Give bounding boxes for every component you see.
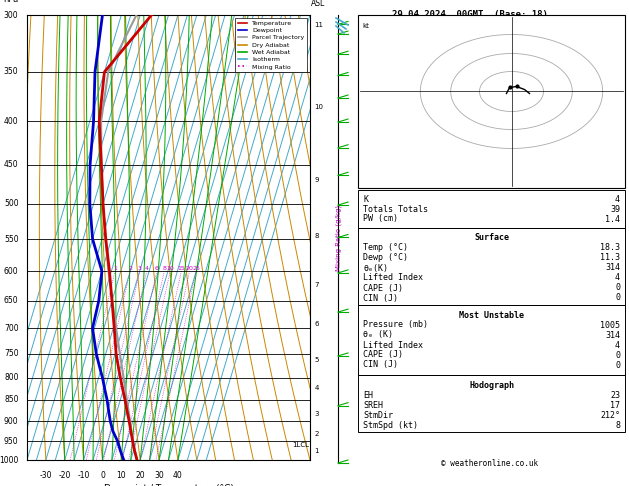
Text: Totals Totals: Totals Totals (363, 205, 428, 213)
Text: -20: -20 (58, 471, 71, 480)
Text: 1LCL: 1LCL (292, 442, 309, 448)
Text: 10: 10 (314, 104, 323, 110)
Text: 8: 8 (615, 420, 620, 430)
Text: 10: 10 (166, 266, 174, 271)
Text: θₑ (K): θₑ (K) (363, 330, 393, 340)
Text: 314: 314 (605, 263, 620, 273)
Text: 1000: 1000 (0, 455, 18, 465)
Text: 400: 400 (4, 117, 18, 126)
Text: 20: 20 (186, 266, 194, 271)
Text: 40: 40 (173, 471, 183, 480)
Bar (358, 15, 625, 188)
Text: 4: 4 (615, 194, 620, 204)
Text: StmDir: StmDir (363, 411, 393, 419)
Text: CIN (J): CIN (J) (363, 294, 398, 302)
Text: Pressure (mb): Pressure (mb) (363, 320, 428, 330)
Text: 11: 11 (314, 22, 323, 28)
Text: 0: 0 (615, 361, 620, 369)
Text: 0: 0 (615, 283, 620, 293)
Text: Hodograph: Hodograph (469, 381, 514, 389)
Text: 1005: 1005 (600, 320, 620, 330)
Bar (358, 190, 625, 228)
Text: 500: 500 (4, 199, 18, 208)
Text: 25: 25 (192, 266, 200, 271)
Text: EH: EH (363, 390, 373, 399)
Text: 0: 0 (100, 471, 105, 480)
Text: θₑ(K): θₑ(K) (363, 263, 388, 273)
Text: 29.04.2024  00GMT  (Base: 18): 29.04.2024 00GMT (Base: 18) (392, 10, 548, 19)
Bar (358, 375, 625, 432)
Text: 17: 17 (610, 400, 620, 410)
Text: 30: 30 (154, 471, 164, 480)
Text: 23: 23 (610, 390, 620, 399)
Text: 350: 350 (4, 68, 18, 76)
Text: 314: 314 (605, 330, 620, 340)
Text: 600: 600 (4, 267, 18, 276)
Text: 7: 7 (314, 281, 319, 288)
Text: StmSpd (kt): StmSpd (kt) (363, 420, 418, 430)
Bar (358, 228, 625, 305)
Text: 650: 650 (4, 296, 18, 305)
Text: Lifted Index: Lifted Index (363, 274, 423, 282)
Text: 1.4: 1.4 (605, 214, 620, 224)
Text: 212°: 212° (600, 411, 620, 419)
Text: Temp (°C): Temp (°C) (363, 243, 408, 253)
Text: 3: 3 (314, 411, 319, 417)
Text: CAPE (J): CAPE (J) (363, 283, 403, 293)
Text: 10: 10 (116, 471, 126, 480)
Text: -10: -10 (77, 471, 90, 480)
Text: ASL: ASL (311, 0, 326, 8)
Text: 8: 8 (314, 233, 319, 239)
Text: 20: 20 (135, 471, 145, 480)
Text: 750: 750 (4, 349, 18, 358)
Bar (358, 305, 625, 375)
Text: 1: 1 (314, 448, 319, 454)
Text: Mixing Ratio (g/kg): Mixing Ratio (g/kg) (335, 205, 342, 271)
Text: 3: 3 (138, 266, 142, 271)
Text: 4: 4 (615, 274, 620, 282)
Text: 300: 300 (4, 11, 18, 19)
Text: K: K (363, 194, 368, 204)
Text: 2: 2 (128, 266, 132, 271)
Text: -30: -30 (40, 471, 52, 480)
Text: 2: 2 (314, 431, 319, 437)
Text: 4: 4 (145, 266, 148, 271)
Text: Dewpoint / Temperature (°C): Dewpoint / Temperature (°C) (104, 485, 233, 486)
Text: 4: 4 (615, 341, 620, 349)
Text: 550: 550 (4, 235, 18, 243)
Text: 15: 15 (177, 266, 186, 271)
Text: kt: kt (362, 23, 369, 29)
Legend: Temperature, Dewpoint, Parcel Trajectory, Dry Adiabat, Wet Adiabat, Isotherm, Mi: Temperature, Dewpoint, Parcel Trajectory… (235, 18, 307, 72)
Text: 0: 0 (615, 350, 620, 360)
Text: 6: 6 (314, 321, 319, 328)
Text: PW (cm): PW (cm) (363, 214, 398, 224)
Text: 700: 700 (4, 324, 18, 333)
Text: 850: 850 (4, 396, 18, 404)
Text: 4: 4 (314, 385, 319, 391)
Text: 950: 950 (4, 436, 18, 446)
Text: Lifted Index: Lifted Index (363, 341, 423, 349)
Text: 8: 8 (162, 266, 166, 271)
Text: 6: 6 (155, 266, 159, 271)
Text: 450: 450 (4, 160, 18, 169)
Text: hPa: hPa (3, 0, 18, 4)
Text: Surface: Surface (474, 233, 509, 243)
Text: 18.3: 18.3 (600, 243, 620, 253)
Text: Dewp (°C): Dewp (°C) (363, 254, 408, 262)
Text: Most Unstable: Most Unstable (459, 311, 524, 319)
Text: 1: 1 (113, 266, 117, 271)
Text: 9: 9 (314, 177, 319, 183)
Text: 5: 5 (314, 357, 319, 363)
Text: 39: 39 (610, 205, 620, 213)
Text: 11.3: 11.3 (600, 254, 620, 262)
Text: 0: 0 (615, 294, 620, 302)
Text: 900: 900 (4, 417, 18, 426)
Text: CAPE (J): CAPE (J) (363, 350, 403, 360)
Text: CIN (J): CIN (J) (363, 361, 398, 369)
Text: © weatheronline.co.uk: © weatheronline.co.uk (442, 459, 538, 468)
Text: SREH: SREH (363, 400, 383, 410)
Text: 800: 800 (4, 373, 18, 382)
